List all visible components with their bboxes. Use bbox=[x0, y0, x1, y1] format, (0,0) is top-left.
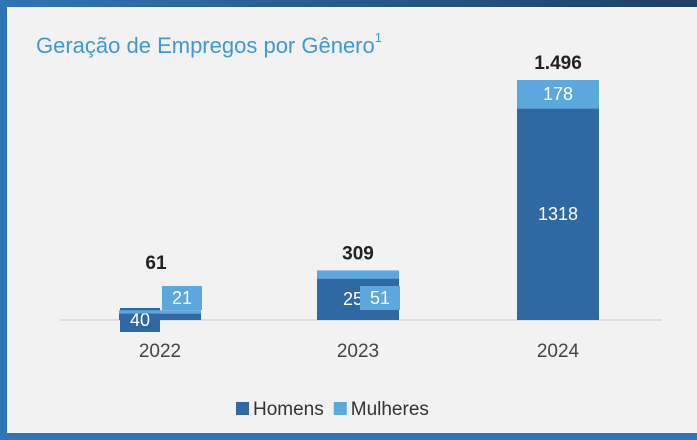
legend-label: Homens bbox=[253, 399, 324, 420]
total-label: 309 bbox=[342, 243, 374, 264]
value-label: 21 bbox=[172, 288, 192, 308]
title-note: 1 bbox=[375, 30, 382, 45]
frame-left bbox=[0, 0, 7, 440]
legend-label: Mulheres bbox=[351, 399, 429, 420]
x-tick-label: 2024 bbox=[537, 341, 580, 362]
x-tick-label: 2022 bbox=[139, 341, 181, 362]
value-label-box bbox=[538, 202, 578, 227]
total-label: 61 bbox=[145, 253, 167, 274]
bar-segment bbox=[119, 310, 201, 314]
value-label-box bbox=[538, 82, 578, 107]
value-label: 40 bbox=[130, 310, 150, 330]
frame-bottom bbox=[0, 433, 697, 440]
value-label: 51 bbox=[370, 288, 390, 308]
chart-title: Geração de Empregos por Gênero1 bbox=[36, 30, 382, 57]
legend-swatch bbox=[333, 402, 347, 415]
legend-swatch bbox=[236, 402, 249, 415]
title-text: Geração de Empregos por Gênero bbox=[36, 33, 375, 58]
frame-top bbox=[0, 0, 697, 7]
value-label: 1318 bbox=[538, 204, 578, 224]
value-label: 178 bbox=[543, 84, 573, 104]
total-label: 1.496 bbox=[534, 53, 582, 74]
value-label-box bbox=[360, 286, 400, 310]
bar-segment bbox=[317, 270, 399, 279]
value-label-box bbox=[162, 286, 202, 310]
x-tick-label: 2023 bbox=[337, 341, 379, 362]
